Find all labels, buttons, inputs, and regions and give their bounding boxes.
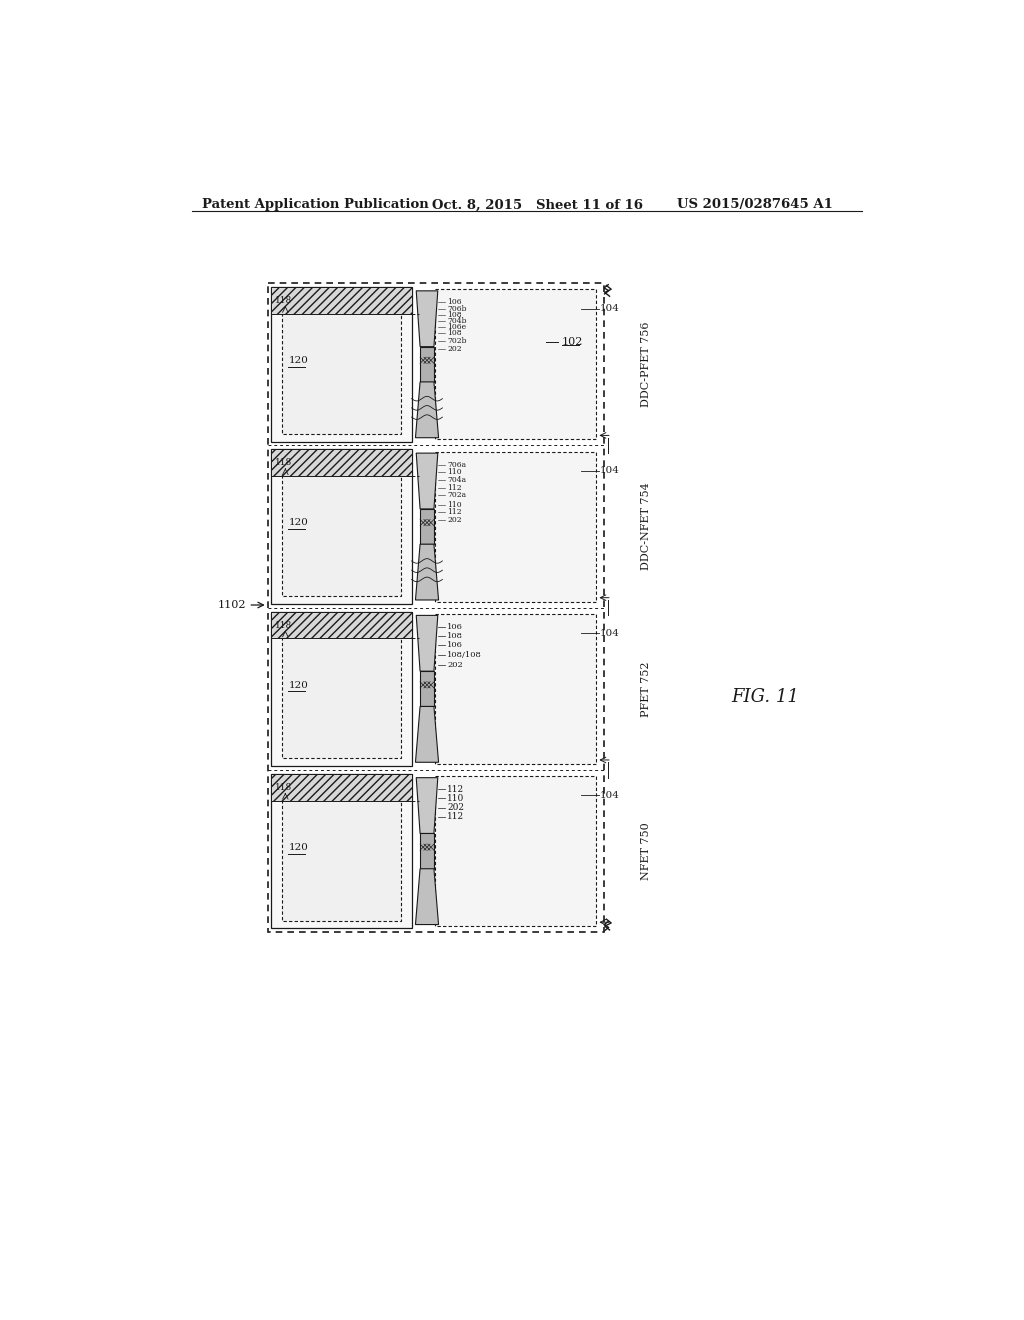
- Text: 706b: 706b: [447, 305, 467, 313]
- Text: 106: 106: [447, 298, 462, 306]
- Polygon shape: [416, 777, 438, 833]
- Polygon shape: [416, 381, 438, 438]
- Text: 112: 112: [447, 508, 462, 516]
- Text: 118: 118: [274, 296, 292, 305]
- Text: NFET 750: NFET 750: [641, 822, 651, 880]
- Polygon shape: [420, 347, 434, 381]
- Polygon shape: [435, 776, 596, 927]
- Polygon shape: [271, 286, 412, 314]
- Text: 104: 104: [600, 304, 621, 313]
- Text: Oct. 8, 2015   Sheet 11 of 16: Oct. 8, 2015 Sheet 11 of 16: [432, 198, 643, 211]
- Text: 118: 118: [274, 620, 292, 630]
- Text: 108: 108: [447, 329, 462, 337]
- Text: 102: 102: [562, 337, 583, 347]
- Polygon shape: [420, 510, 434, 544]
- Polygon shape: [435, 289, 596, 440]
- Polygon shape: [271, 449, 412, 477]
- Text: PFET 752: PFET 752: [641, 661, 651, 717]
- Text: 108: 108: [447, 632, 463, 640]
- Text: 706a: 706a: [447, 461, 466, 469]
- Text: 120: 120: [289, 843, 308, 851]
- Polygon shape: [283, 788, 400, 921]
- Text: 118: 118: [274, 783, 292, 792]
- Polygon shape: [420, 671, 434, 706]
- Text: 202: 202: [447, 661, 463, 669]
- Polygon shape: [416, 290, 438, 347]
- Polygon shape: [283, 463, 400, 597]
- Text: 702b: 702b: [447, 337, 467, 345]
- Polygon shape: [416, 453, 438, 510]
- Text: 110: 110: [447, 500, 462, 508]
- Text: 110: 110: [447, 469, 462, 477]
- Text: FIG. 11: FIG. 11: [731, 689, 799, 706]
- Polygon shape: [271, 449, 412, 603]
- Text: 704b: 704b: [447, 317, 467, 325]
- Polygon shape: [416, 544, 438, 601]
- Polygon shape: [271, 611, 412, 639]
- Text: DDC-NFET 754: DDC-NFET 754: [641, 483, 651, 570]
- Polygon shape: [283, 626, 400, 759]
- Polygon shape: [435, 614, 596, 764]
- Text: 120: 120: [289, 681, 308, 690]
- Text: 104: 104: [600, 628, 621, 638]
- Polygon shape: [416, 706, 438, 762]
- Text: 702a: 702a: [447, 491, 466, 499]
- Text: 1102: 1102: [217, 601, 246, 610]
- Text: 108/108: 108/108: [447, 651, 482, 659]
- Text: 202: 202: [447, 516, 462, 524]
- Text: 108: 108: [447, 310, 462, 318]
- Polygon shape: [271, 774, 412, 928]
- Text: Patent Application Publication: Patent Application Publication: [202, 198, 429, 211]
- Text: 120: 120: [289, 519, 308, 528]
- Polygon shape: [271, 611, 412, 766]
- Polygon shape: [416, 615, 438, 671]
- Text: 112: 112: [447, 483, 462, 492]
- Text: 104: 104: [600, 791, 621, 800]
- Text: 118: 118: [274, 458, 292, 467]
- Text: DDC-PFET 756: DDC-PFET 756: [641, 322, 651, 407]
- Polygon shape: [416, 869, 438, 924]
- Text: 120: 120: [289, 356, 308, 366]
- Polygon shape: [435, 451, 596, 602]
- Polygon shape: [271, 286, 412, 442]
- Polygon shape: [271, 774, 412, 801]
- Text: 106: 106: [447, 642, 463, 649]
- Polygon shape: [420, 833, 434, 869]
- Text: 106e: 106e: [447, 323, 466, 331]
- Text: 104: 104: [600, 466, 621, 475]
- Text: 202: 202: [447, 803, 464, 812]
- Text: 112: 112: [447, 812, 464, 821]
- Text: US 2015/0287645 A1: US 2015/0287645 A1: [677, 198, 834, 211]
- Text: 202: 202: [447, 345, 462, 352]
- Text: 704a: 704a: [447, 477, 466, 484]
- Text: 110: 110: [447, 793, 464, 803]
- Polygon shape: [283, 301, 400, 434]
- Text: 106: 106: [447, 623, 463, 631]
- Text: 112: 112: [447, 784, 464, 793]
